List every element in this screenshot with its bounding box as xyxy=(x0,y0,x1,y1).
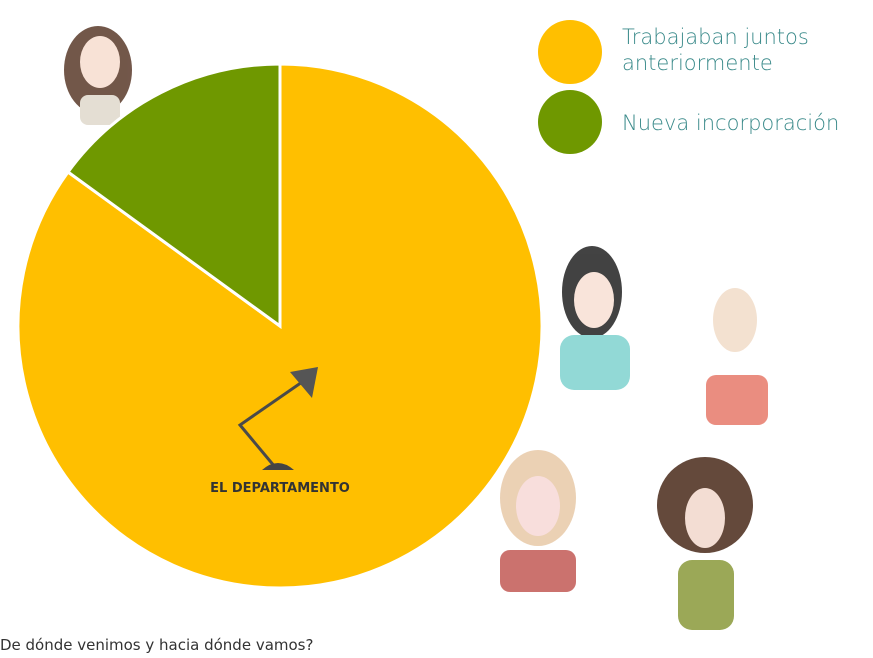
lamp-arm xyxy=(237,378,306,468)
pie-slice xyxy=(65,62,282,329)
legend-label: Trabajaban juntos anteriormente xyxy=(622,25,809,75)
portrait xyxy=(706,288,768,425)
lamp-base xyxy=(262,463,294,470)
portrait xyxy=(500,450,576,592)
legend-swatch xyxy=(538,90,602,154)
portrait xyxy=(560,246,630,390)
caption: ¿De dónde venimos y hacia dónde vamos? xyxy=(0,636,314,654)
legend-label: Nueva incorporación xyxy=(622,111,840,135)
lamp-head xyxy=(290,367,318,398)
portrait xyxy=(657,457,753,630)
illustrations xyxy=(64,26,768,630)
logo xyxy=(237,367,318,470)
portrait xyxy=(64,26,132,125)
legend-swatch xyxy=(538,20,602,84)
logo-text: EL DEPARTAMENTO xyxy=(210,481,350,496)
